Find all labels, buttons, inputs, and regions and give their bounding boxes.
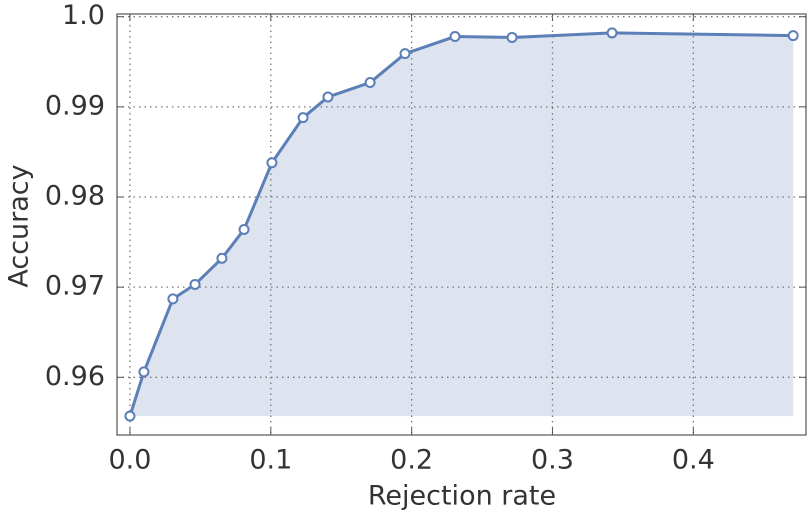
point — [124, 410, 136, 422]
point — [399, 48, 411, 60]
point — [189, 278, 201, 290]
point — [449, 31, 461, 43]
point — [238, 223, 250, 235]
point — [506, 31, 518, 43]
plot-frame — [116, 13, 807, 436]
point — [606, 27, 618, 39]
x-tick-label: 0.0 — [108, 445, 151, 476]
x-tick-label: 0.4 — [672, 445, 715, 476]
y-tick-label: 0.99 — [45, 90, 105, 121]
x-axis-title: Rejection rate — [368, 481, 556, 512]
y-tick-label: 0.98 — [45, 181, 105, 212]
y-tick-label: 1.0 — [62, 0, 105, 31]
point — [787, 30, 799, 42]
y-tick-label: 0.96 — [45, 361, 105, 392]
x-tick-label: 0.2 — [390, 445, 433, 476]
point — [216, 252, 228, 264]
point — [266, 157, 278, 169]
x-tick-label: 0.1 — [249, 445, 292, 476]
point — [364, 77, 376, 89]
point — [297, 112, 309, 124]
y-tick-label: 0.97 — [45, 271, 105, 302]
point — [167, 293, 179, 305]
point — [322, 91, 334, 103]
point — [138, 366, 150, 378]
x-tick-label: 0.3 — [531, 445, 574, 476]
y-axis-title: Accuracy — [4, 164, 35, 287]
